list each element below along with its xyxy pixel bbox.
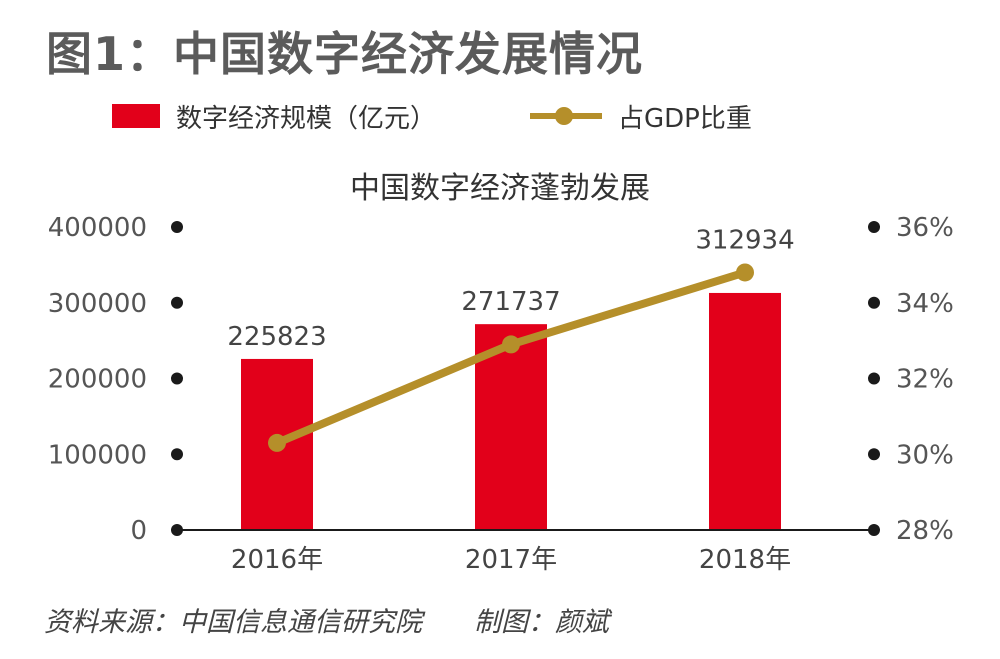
x-tick-label: 2016年: [231, 545, 323, 575]
chart: 中国数字经济蓬勃发展 0 100000 200000 300000 400000 28% 30…: [48, 171, 954, 575]
data-source: 资料来源：中国信息通信研究院: [44, 607, 422, 638]
right-axis-tick-dot: [868, 448, 880, 461]
legend-item-bar: 数字经济规模（亿元）: [112, 96, 436, 136]
source-line: 资料来源：中国信息通信研究院 制图：颜斌: [44, 600, 661, 639]
legend: 数字经济规模（亿元） 占GDP比重: [112, 96, 832, 136]
left-axis-tick-dot: [171, 296, 183, 309]
right-axis-tick-dot: [868, 296, 880, 309]
bar: [709, 292, 781, 530]
legend-bar-label: 数字经济规模（亿元）: [176, 103, 437, 134]
legend-bar-swatch: [112, 104, 160, 128]
bar-value-label: 225823: [227, 322, 326, 352]
right-axis-tick-dot: [868, 221, 880, 233]
right-axis-tick-label: 32%: [896, 365, 954, 395]
right-axis-tick-dot: [868, 372, 880, 385]
left-axis-tick-label: 0: [130, 516, 147, 546]
legend-line-swatch: [530, 104, 602, 128]
bar-value-label: 271737: [461, 287, 560, 317]
line-point: [736, 263, 754, 282]
legend-item-line: 占GDP比重: [530, 96, 752, 136]
left-axis-tick-label: 100000: [48, 440, 147, 470]
right-axis-tick-label: 34%: [896, 289, 954, 319]
right-axis-tick-label: 30%: [896, 440, 954, 470]
left-axis-tick-dot: [171, 448, 183, 461]
chart-credit: 制图：颜斌: [474, 607, 609, 638]
line-point: [502, 335, 520, 354]
line-point: [268, 433, 286, 452]
figure-title: 图1：中国数字经济发展情况: [46, 27, 644, 81]
right-axis-tick-label: 28%: [896, 516, 954, 546]
left-axis-tick-dot: [171, 221, 183, 233]
legend-line-label: 占GDP比重: [618, 103, 752, 134]
x-tick-label: 2017年: [465, 545, 557, 575]
bar-value-label: 312934: [695, 225, 794, 255]
left-axis-tick-label: 300000: [48, 289, 147, 319]
right-axis-tick-label: 36%: [896, 213, 954, 243]
left-axis-tick-dot: [171, 372, 183, 385]
left-axis-tick-label: 200000: [48, 365, 147, 395]
chart-title: 中国数字经济蓬勃发展: [350, 171, 650, 206]
x-tick-label: 2018年: [699, 545, 791, 575]
left-axis-tick-label: 400000: [48, 213, 147, 243]
